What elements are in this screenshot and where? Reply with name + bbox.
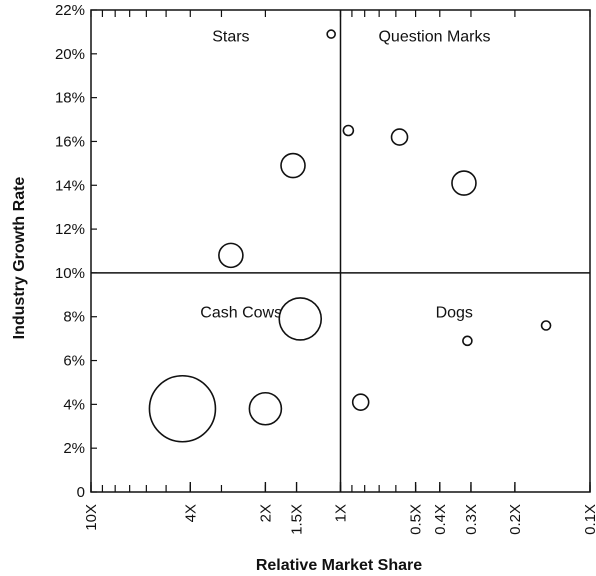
y-tick-label: 2% xyxy=(63,440,85,457)
quadrant-labels: Stars Question Marks Cash Cows Dogs xyxy=(200,28,490,321)
bubble xyxy=(342,124,355,137)
y-tick-label: 8% xyxy=(63,309,85,326)
bubble xyxy=(540,320,552,331)
bubble xyxy=(462,335,473,347)
x-tick-label: 0.2X xyxy=(507,504,524,535)
y-tick-label: 10% xyxy=(55,265,85,282)
y-tick-label: 18% xyxy=(55,90,85,107)
y-tick-label: 20% xyxy=(55,46,85,63)
x-tick-label: 2X xyxy=(257,504,274,522)
x-tick-label: 0.4X xyxy=(432,504,449,535)
y-tick-label: 16% xyxy=(55,133,85,150)
x-tick-label: 0.5X xyxy=(408,504,425,535)
x-tick-label: 4X xyxy=(182,504,199,522)
y-tick-label: 0 xyxy=(77,484,85,501)
bubble xyxy=(278,297,323,341)
y-axis-title: Industry Growth Rate xyxy=(11,177,28,340)
quadrant-label-question-marks: Question Marks xyxy=(378,28,490,45)
bubble xyxy=(390,128,409,146)
quadrant-label-stars: Stars xyxy=(212,28,249,45)
bubble xyxy=(148,374,217,443)
x-axis: 10X 4X 2X 1.5X 1X 0.5X 0.4X 0.3X 0.2X 0.1X xyxy=(83,10,596,535)
quadrant-label-cash-cows: Cash Cows xyxy=(200,304,282,321)
y-tick-label: 6% xyxy=(63,353,85,370)
bubble xyxy=(451,170,477,196)
x-tick-label: 1X xyxy=(333,504,350,522)
x-tick-label: 10X xyxy=(83,504,100,531)
y-tick-label: 4% xyxy=(63,396,85,413)
y-tick-label: 12% xyxy=(55,221,85,238)
bubble xyxy=(218,242,244,269)
bubble xyxy=(351,393,370,411)
y-axis: 0 2% 4% 6% 8% 10% 12% 14% 16% 18% 20% 22% xyxy=(55,2,97,501)
y-tick-label: 14% xyxy=(55,177,85,194)
bubble xyxy=(248,391,283,426)
bubble xyxy=(280,152,306,179)
y-tick-label: 22% xyxy=(55,2,85,19)
x-tick-label: 0.3X xyxy=(463,504,480,535)
bubble xyxy=(326,29,336,39)
bubbles xyxy=(148,29,552,443)
x-tick-label: 0.1X xyxy=(582,504,596,535)
quadrant-label-dogs: Dogs xyxy=(436,304,473,321)
x-axis-title: Relative Market Share xyxy=(256,557,422,574)
x-tick-label: 1.5X xyxy=(289,504,306,535)
